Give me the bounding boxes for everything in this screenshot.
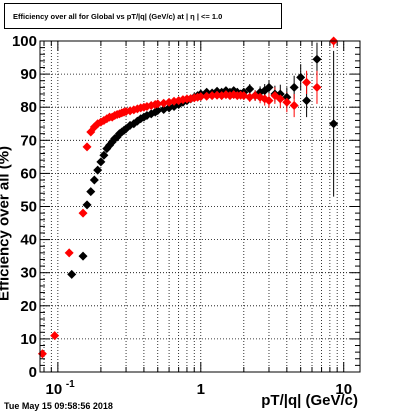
error-bars: [41, 41, 335, 358]
data-point-black: [245, 84, 255, 94]
chart-title: Efficiency over all for Global vs pT/|q|…: [13, 12, 223, 21]
data-point-black: [89, 175, 99, 185]
x-tick-label: 10: [335, 381, 352, 398]
y-tick-label: 20: [20, 298, 37, 315]
data-points: [37, 36, 339, 359]
y-axis-label: Efficiency over all (%): [0, 145, 13, 302]
data-point-red: [312, 82, 322, 92]
data-point-red: [289, 101, 299, 111]
data-point-red: [82, 142, 92, 152]
grid-lines: [40, 41, 360, 372]
y-tick-label: 100: [12, 33, 37, 50]
data-point-red: [282, 97, 292, 107]
y-tick-label: 50: [20, 199, 37, 216]
y-tick-label: 30: [20, 265, 37, 282]
data-point-black: [99, 150, 109, 160]
data-point-black: [96, 157, 106, 167]
data-point-red: [275, 94, 285, 104]
y-tick-label: 0: [29, 364, 37, 381]
y-tick-label: 70: [20, 132, 37, 149]
data-point-black: [264, 82, 274, 92]
data-point-red: [50, 331, 60, 341]
data-point-black: [302, 96, 312, 106]
data-point-black: [67, 269, 77, 279]
data-point-red: [86, 127, 96, 137]
data-point-red: [64, 248, 74, 258]
data-point-black: [86, 187, 96, 197]
x-tick-exponent: -1: [66, 379, 75, 390]
data-point-black: [82, 200, 92, 210]
axis-ticks: [40, 40, 360, 373]
y-tick-label: 10: [20, 331, 37, 348]
chart-title-box: Efficiency over all for Global vs pT/|q|…: [4, 3, 282, 29]
plot-frame: [39, 40, 361, 373]
data-point-red: [78, 208, 88, 218]
data-point-red: [264, 96, 274, 106]
data-point-black: [329, 119, 339, 129]
data-point-red: [37, 349, 47, 359]
data-point-red: [202, 91, 212, 101]
x-tick-label: 10: [46, 381, 63, 398]
data-point-red: [153, 99, 163, 109]
y-tick-label: 40: [20, 232, 37, 249]
y-tick-label: 90: [20, 66, 37, 83]
data-point-red: [196, 92, 206, 102]
data-point-red: [207, 91, 217, 101]
data-point-black: [312, 54, 322, 64]
data-point-red: [302, 77, 312, 87]
data-point-black: [282, 92, 292, 102]
timestamp: Tue May 15 09:58:56 2018: [4, 401, 113, 411]
y-tick-label: 80: [20, 99, 37, 116]
data-point-black: [289, 82, 299, 92]
data-point-black: [93, 165, 103, 175]
x-axis-label: pT/|q| (GeV/c): [261, 392, 358, 409]
data-point-black: [296, 72, 306, 82]
x-tick-label: 1: [197, 381, 205, 398]
data-point-black: [78, 251, 88, 261]
y-tick-label: 60: [20, 165, 37, 182]
